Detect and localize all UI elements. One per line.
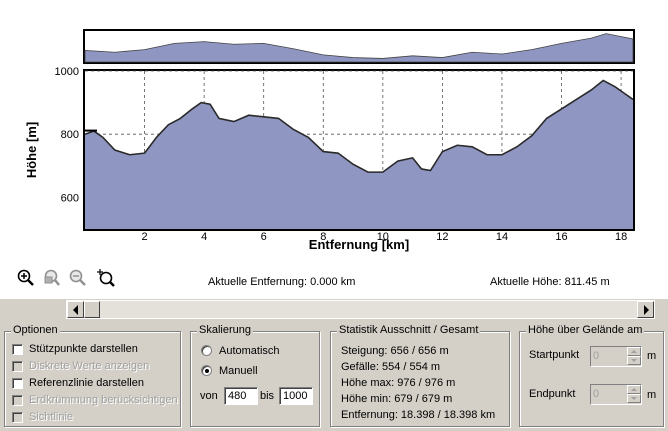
stat-ascent: Steigung: 656 / 656 m [341, 345, 449, 357]
chart-panel: 600 800 1000 2 4 6 8 10 12 14 16 18 Höhe [m] Entfe… [0, 0, 668, 299]
checkbox-diskrete-werte[interactable] [12, 361, 23, 372]
start-unit: m [647, 350, 657, 362]
radio-manual[interactable] [201, 365, 212, 376]
start-spin-down-button[interactable] [627, 356, 641, 365]
start-point-value: 0 [593, 350, 600, 362]
stat-descent: Gefälle: 554 / 554 m [341, 361, 441, 373]
x-tick-label: 16 [555, 231, 567, 243]
y-tick-label: 600 [61, 192, 79, 204]
profile-area [84, 79, 634, 229]
profile-fill [85, 80, 633, 229]
profile-line [84, 79, 634, 173]
label-from: von [200, 390, 218, 402]
label-referenzlinie[interactable]: Referenzlinie darstellen [29, 377, 144, 389]
chevron-down-icon [631, 397, 637, 400]
arrow-left-icon [73, 305, 78, 315]
scroll-right-button[interactable] [637, 301, 654, 318]
y-axis-ticks: 600 800 1000 [55, 66, 79, 204]
label-manual[interactable]: Manuell [219, 365, 258, 377]
checkbox-stuetzpunkte[interactable] [12, 344, 23, 355]
scroll-thumb[interactable] [84, 301, 100, 318]
scaling-group: Skalierung Automatisch Manuell von 480 b… [190, 324, 320, 427]
to-input[interactable]: 1000 [279, 387, 313, 405]
y-tick-label: 800 [61, 129, 79, 141]
overview-profile [84, 33, 634, 63]
label-end-point: Endpunkt [529, 388, 576, 400]
x-tick-label: 14 [496, 231, 508, 243]
scroll-left-button[interactable] [67, 301, 84, 318]
checkbox-sichtlinie[interactable] [12, 412, 23, 423]
horizontal-scrollbar[interactable] [66, 300, 655, 319]
label-diskrete-werte[interactable]: Diskrete Werte anzeigen [29, 360, 150, 372]
from-input[interactable]: 480 [224, 387, 258, 405]
end-unit: m [647, 389, 657, 401]
end-point-value: 0 [593, 388, 600, 400]
chevron-down-icon [631, 359, 637, 362]
statistics-title: Statistik Ausschnitt / Gesamt [337, 324, 481, 336]
terrain-height-group: Höhe über Gelände am Startpunkt 0 m Endp… [519, 324, 664, 427]
arrow-right-icon [644, 305, 649, 315]
zoom-out-icon[interactable] [68, 268, 88, 288]
x-tick-label: 6 [261, 231, 267, 243]
scaling-title: Skalierung [197, 324, 253, 336]
x-tick-label: 12 [436, 231, 448, 243]
zoom-in-icon[interactable] [16, 268, 36, 288]
elevation-chart[interactable]: 600 800 1000 2 4 6 8 10 12 14 16 18 Höhe [m] Entfe… [0, 0, 668, 299]
x-tick-label: 8 [320, 231, 326, 243]
end-spin-down-button[interactable] [627, 394, 641, 403]
overview-fill [84, 33, 634, 63]
y-axis-label: Höhe [m] [24, 122, 39, 178]
checkbox-erdkruemmung[interactable] [12, 395, 23, 406]
terrain-title: Höhe über Gelände am [526, 324, 645, 336]
radio-selected-dot [205, 369, 209, 373]
label-erdkruemmung[interactable]: Erdkrümmung berücksichtigen [29, 394, 178, 406]
x-tick-label: 10 [377, 231, 389, 243]
label-start-point: Startpunkt [529, 349, 580, 361]
zoom-window-icon[interactable] [42, 268, 62, 288]
x-axis-label: Entfernung [km] [309, 237, 409, 252]
y-tick-label: 1000 [55, 66, 79, 78]
label-automatic[interactable]: Automatisch [219, 345, 280, 357]
end-spin-up-button[interactable] [627, 385, 641, 394]
options-group: Optionen Stützpunkte darstellen Diskrete… [4, 324, 181, 427]
label-to: bis [260, 390, 275, 402]
chevron-up-icon [631, 350, 637, 353]
start-point-spinner[interactable]: 0 [590, 346, 642, 367]
stat-height-min: Höhe min: 679 / 679 m [341, 393, 453, 405]
current-distance-text: Aktuelle Entfernung: 0.000 km [208, 276, 356, 288]
label-stuetzpunkte[interactable]: Stützpunkte darstellen [29, 343, 138, 355]
options-title: Optionen [11, 324, 60, 336]
stat-distance: Entfernung: 18.398 / 18.398 km [341, 409, 496, 421]
zoom-fit-icon[interactable] [96, 268, 116, 288]
x-tick-label: 18 [615, 231, 627, 243]
stat-height-max: Höhe max: 976 / 976 m [341, 377, 456, 389]
current-height-text: Aktuelle Höhe: 811.45 m [490, 276, 610, 288]
end-point-spinner[interactable]: 0 [590, 384, 642, 405]
statistics-group: Statistik Ausschnitt / Gesamt Steigung: … [330, 324, 510, 427]
x-tick-label: 4 [201, 231, 207, 243]
x-axis-ticks: 2 4 6 8 10 12 14 16 18 [142, 231, 628, 243]
start-spin-up-button[interactable] [627, 347, 641, 356]
label-sichtlinie[interactable]: Sichtlinie [29, 411, 74, 423]
x-tick-label: 2 [142, 231, 148, 243]
radio-automatic[interactable] [201, 345, 212, 356]
checkbox-referenzlinie[interactable] [12, 378, 23, 389]
chevron-up-icon [631, 388, 637, 391]
